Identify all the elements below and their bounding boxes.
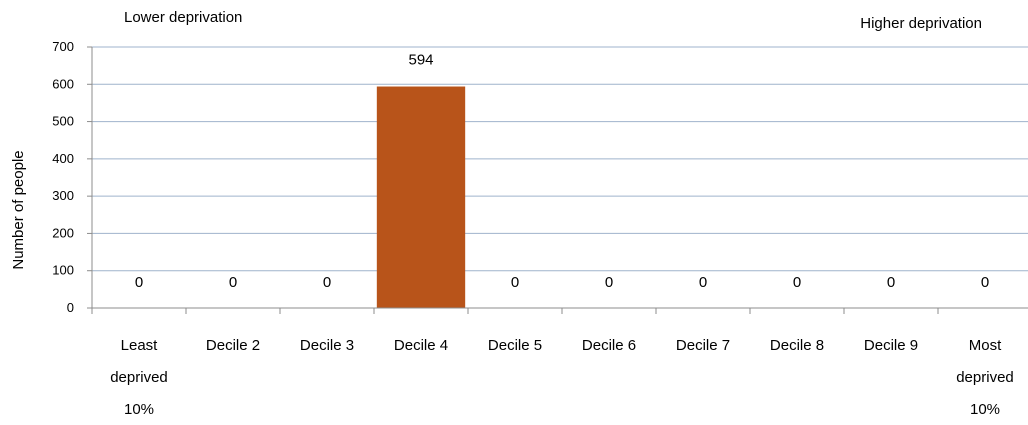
gridlines [92, 46, 1028, 272]
y-tick-label-600: 600 [52, 76, 74, 91]
category-label-0-2: 10% [124, 401, 154, 418]
category-label-9-0: Most [969, 337, 1002, 354]
data-label-1: 0 [229, 274, 237, 291]
y-tick-label-200: 200 [52, 225, 74, 240]
category-label-6-0: Decile 7 [676, 337, 730, 354]
y-axis-title: Number of people [10, 150, 27, 269]
x-category-labels: Least deprived 10% Decile 2 Decile 3 Decile 4… [110, 337, 1014, 418]
category-label-1-0: Decile 2 [206, 337, 260, 354]
category-label-2-0: Decile 3 [300, 337, 354, 354]
data-label-3: 594 [408, 52, 433, 69]
data-label-4: 0 [511, 274, 519, 291]
y-tick-label-500: 500 [52, 114, 74, 129]
axes [87, 46, 1028, 314]
category-label-9-1: deprived [956, 369, 1014, 386]
higher-deprivation-label: Higher deprivation [860, 15, 982, 32]
data-label-7: 0 [793, 274, 801, 291]
data-label-5: 0 [605, 274, 613, 291]
category-label-4-0: Decile 5 [488, 337, 542, 354]
bar-3 [376, 86, 466, 308]
y-tick-labels: 0 100 200 300 400 500 600 700 [52, 39, 74, 315]
y-tick-label-300: 300 [52, 188, 74, 203]
data-label-6: 0 [699, 274, 707, 291]
category-label-5-0: Decile 6 [582, 337, 636, 354]
lower-deprivation-label: Lower deprivation [124, 9, 242, 26]
category-label-8-0: Decile 9 [864, 337, 918, 354]
y-tick-label-100: 100 [52, 263, 74, 278]
category-label-0-1: deprived [110, 369, 168, 386]
data-label-9: 0 [981, 274, 989, 291]
category-label-3-0: Decile 4 [394, 337, 448, 354]
y-tick-label-0: 0 [67, 300, 74, 315]
y-tick-label-400: 400 [52, 151, 74, 166]
y-tick-label-700: 700 [52, 39, 74, 54]
category-label-0-0: Least [121, 337, 159, 354]
data-label-2: 0 [323, 274, 331, 291]
category-label-9-2: 10% [970, 401, 1000, 418]
data-labels: 0 0 0 594 0 0 0 0 0 0 [135, 52, 989, 291]
category-label-7-0: Decile 8 [770, 337, 824, 354]
bars [376, 86, 466, 308]
data-label-8: 0 [887, 274, 895, 291]
data-label-0: 0 [135, 274, 143, 291]
